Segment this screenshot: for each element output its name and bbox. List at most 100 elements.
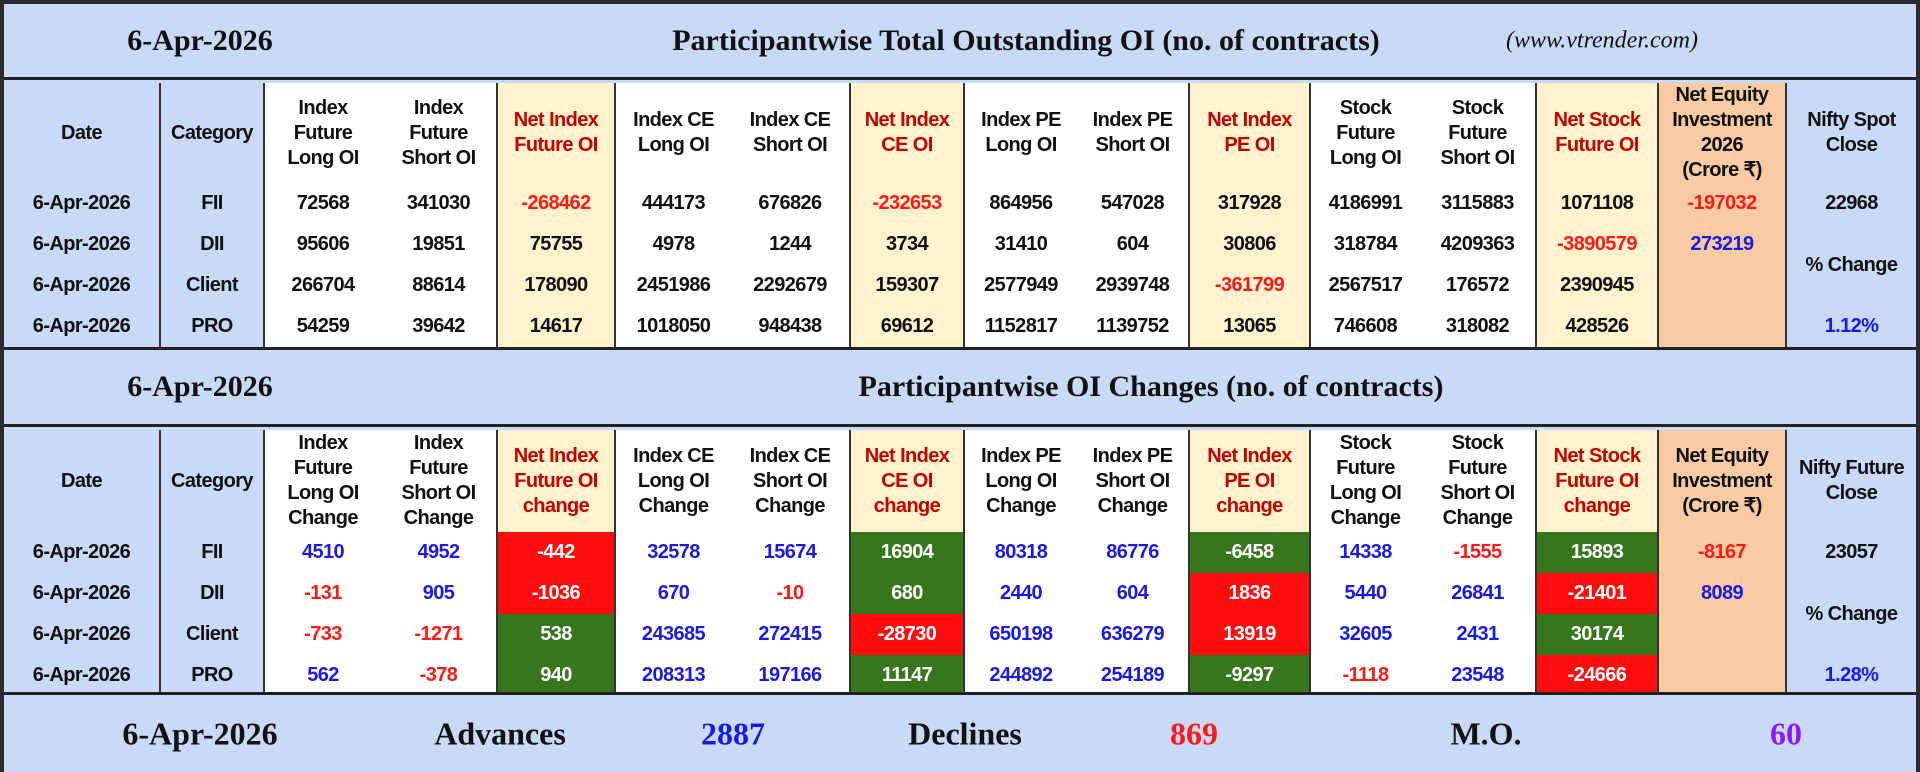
value-cell: 30174 <box>1535 614 1658 655</box>
value-cell: 2390945 <box>1535 265 1658 306</box>
value-cell: 1018050 <box>614 306 731 347</box>
column-header: Index Future Short OI <box>381 83 497 183</box>
column-header: Index CE Long OI Change <box>614 430 731 532</box>
column-header: Category <box>159 83 264 183</box>
value-cell: 88614 <box>381 265 497 306</box>
column-header: Net Index PE OI change <box>1188 430 1310 532</box>
value-cell: -10 <box>731 573 850 614</box>
value-cell: 26841 <box>1420 573 1536 614</box>
column-header: Category <box>159 430 264 532</box>
column-header: Index Future Long OI <box>263 83 381 183</box>
value-cell: -28730 <box>849 614 964 655</box>
value-cell: 2292679 <box>731 265 850 306</box>
value-cell: 5440 <box>1309 573 1420 614</box>
value-cell: -131 <box>263 573 381 614</box>
pct-change-value: 1.28% <box>1785 655 1916 696</box>
header-row: Date Category Index Future Long OI Index Fu… <box>4 83 1916 183</box>
value-cell: -21401 <box>1535 573 1658 614</box>
value-cell: 13919 <box>1188 614 1310 655</box>
value-cell: 16904 <box>849 532 964 573</box>
outstanding-title: Participantwise Total Outstanding OI (no… <box>672 23 1380 57</box>
value-cell: 3115883 <box>1420 183 1536 224</box>
category-cell: FII <box>159 183 264 224</box>
value-cell: -9297 <box>1188 655 1310 696</box>
category-cell: Client <box>159 614 264 655</box>
outstanding-title-band: 6-Apr-2026 Participantwise Total Outstan… <box>4 4 1916 80</box>
value-cell: 4952 <box>381 532 497 573</box>
value-cell: 2431 <box>1420 614 1536 655</box>
category-cell: FII <box>159 532 264 573</box>
column-header: Nifty Future Close <box>1785 430 1916 532</box>
column-header: Index PE Short OI <box>1077 83 1189 183</box>
value-cell: 562 <box>263 655 381 696</box>
pct-change-label: % Change <box>1785 224 1916 306</box>
pct-change-label: % Change <box>1785 573 1916 655</box>
category-cell: Client <box>159 265 264 306</box>
value-cell: 864956 <box>963 183 1077 224</box>
value-cell: -6458 <box>1188 532 1310 573</box>
value-cell: -1555 <box>1420 532 1536 573</box>
value-cell: 318082 <box>1420 306 1536 347</box>
value-cell: -232653 <box>849 183 964 224</box>
nifty-close-value: 22968 <box>1785 183 1916 224</box>
column-header: Index PE Long OI Change <box>963 430 1077 532</box>
value-cell: 670 <box>614 573 731 614</box>
value-cell: -1271 <box>381 614 497 655</box>
value-cell: 15674 <box>731 532 850 573</box>
value-cell: 3734 <box>849 224 964 265</box>
value-cell: 2451986 <box>614 265 731 306</box>
column-header: Index Future Long OI Change <box>263 430 381 532</box>
outstanding-date: 6-Apr-2026 <box>127 23 273 57</box>
column-header: Index Future Short OI Change <box>381 430 497 532</box>
column-header: Net Index CE OI change <box>849 430 964 532</box>
changes-date: 6-Apr-2026 <box>127 370 273 403</box>
column-header: Nifty Spot Close <box>1785 83 1916 183</box>
column-header: Stock Future Long OI Change <box>1309 430 1420 532</box>
column-header: Net Equity Investment 2026 (Crore ₹) <box>1657 83 1786 183</box>
category-cell: DII <box>159 573 264 614</box>
value-cell: 2567517 <box>1309 265 1420 306</box>
column-header: Index PE Long OI <box>963 83 1077 183</box>
value-cell: 1244 <box>731 224 850 265</box>
value-cell: 11147 <box>849 655 964 696</box>
advances-value: 2887 <box>701 715 765 751</box>
value-cell: 72568 <box>263 183 381 224</box>
value-cell: 69612 <box>849 306 964 347</box>
value-cell: 32578 <box>614 532 731 573</box>
nifty-close-value: 23057 <box>1785 532 1916 573</box>
declines-label: Declines <box>908 715 1022 751</box>
site-link[interactable]: (www.vtrender.com) <box>1506 27 1698 53</box>
value-cell: -442 <box>496 532 615 573</box>
value-cell: 676826 <box>731 183 850 224</box>
value-cell: 244892 <box>963 655 1077 696</box>
date-cell: 6-Apr-2026 <box>4 224 160 265</box>
net-equity-value: -197032 <box>1657 183 1786 224</box>
value-cell: 948438 <box>731 306 850 347</box>
value-cell: 4209363 <box>1420 224 1536 265</box>
column-header: Net Index Future OI change <box>496 430 615 532</box>
value-cell: 2577949 <box>963 265 1077 306</box>
value-cell: 31410 <box>963 224 1077 265</box>
table-row: 6-Apr-2026 Client -733 -1271 538 243685 272415… <box>4 614 1916 696</box>
date-cell: 6-Apr-2026 <box>4 265 160 306</box>
value-cell: 176572 <box>1420 265 1536 306</box>
value-cell: -378 <box>381 655 497 696</box>
column-header: Net Index PE OI <box>1188 83 1310 183</box>
value-cell: 14617 <box>496 306 615 347</box>
column-header: Date <box>4 430 160 532</box>
value-cell: 32605 <box>1309 614 1420 655</box>
category-cell: DII <box>159 224 264 265</box>
value-cell: 1152817 <box>963 306 1077 347</box>
column-header: Net Equity Investment (Crore ₹) <box>1657 430 1786 532</box>
pct-change-value: 1.12% <box>1785 306 1916 347</box>
value-cell: 80318 <box>963 532 1077 573</box>
value-cell: 39642 <box>381 306 497 347</box>
value-cell: 1139752 <box>1077 306 1189 347</box>
outstanding-oi-table: Date Category Index Future Long OI Index Fu… <box>4 83 1916 347</box>
value-cell: 23548 <box>1420 655 1536 696</box>
date-cell: 6-Apr-2026 <box>4 655 160 696</box>
date-cell: 6-Apr-2026 <box>4 573 160 614</box>
value-cell: 208313 <box>614 655 731 696</box>
value-cell: 19851 <box>381 224 497 265</box>
